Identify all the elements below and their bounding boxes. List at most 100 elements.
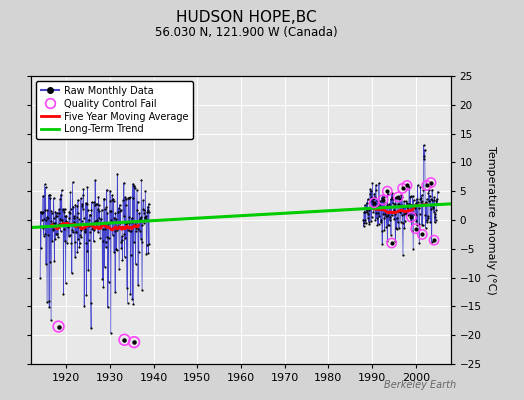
- Point: [130, 339, 138, 345]
- Point: [94, 202, 103, 208]
- Point: [85, 236, 93, 243]
- Point: [99, 226, 107, 232]
- Point: [55, 206, 63, 212]
- Point: [414, 205, 423, 211]
- Point: [138, 287, 146, 293]
- Point: [132, 225, 140, 231]
- Point: [119, 197, 127, 204]
- Point: [422, 219, 431, 226]
- Point: [368, 198, 376, 205]
- Point: [364, 211, 373, 217]
- Point: [123, 219, 132, 226]
- Point: [365, 207, 373, 214]
- Point: [119, 180, 128, 186]
- Point: [90, 238, 98, 245]
- Point: [58, 217, 66, 223]
- Point: [50, 214, 58, 221]
- Point: [80, 303, 89, 309]
- Point: [391, 238, 399, 244]
- Point: [82, 239, 90, 246]
- Point: [117, 239, 125, 245]
- Point: [127, 228, 135, 234]
- Point: [411, 226, 420, 232]
- Point: [406, 194, 414, 200]
- Point: [418, 222, 426, 228]
- Point: [54, 323, 63, 330]
- Point: [366, 190, 374, 197]
- Point: [398, 220, 407, 227]
- Text: HUDSON HOPE,BC: HUDSON HOPE,BC: [176, 10, 316, 25]
- Point: [111, 228, 119, 234]
- Point: [60, 208, 68, 215]
- Point: [419, 187, 428, 193]
- Point: [133, 187, 141, 193]
- Point: [393, 214, 401, 221]
- Point: [61, 280, 70, 287]
- Point: [126, 291, 135, 298]
- Point: [124, 194, 133, 201]
- Point: [433, 196, 441, 202]
- Point: [129, 183, 138, 189]
- Point: [421, 212, 429, 218]
- Point: [47, 208, 55, 214]
- Point: [66, 189, 74, 196]
- Point: [428, 238, 436, 245]
- Point: [101, 226, 110, 232]
- Point: [84, 267, 92, 273]
- Point: [137, 238, 146, 245]
- Point: [107, 197, 116, 203]
- Point: [59, 207, 67, 213]
- Point: [378, 240, 386, 247]
- Point: [396, 196, 404, 202]
- Point: [422, 199, 430, 206]
- Point: [62, 213, 71, 219]
- Point: [92, 224, 101, 230]
- Point: [363, 200, 371, 206]
- Point: [403, 204, 411, 210]
- Point: [83, 184, 92, 190]
- Point: [104, 279, 113, 285]
- Point: [143, 242, 151, 248]
- Point: [57, 217, 66, 223]
- Point: [360, 209, 368, 216]
- Point: [416, 184, 424, 190]
- Point: [130, 182, 139, 189]
- Point: [49, 227, 58, 234]
- Point: [379, 197, 387, 203]
- Point: [83, 248, 91, 254]
- Point: [130, 239, 138, 245]
- Point: [39, 224, 48, 231]
- Point: [140, 210, 148, 216]
- Point: [74, 224, 83, 230]
- Point: [140, 214, 149, 221]
- Point: [68, 270, 76, 276]
- Point: [48, 238, 57, 244]
- Point: [41, 206, 49, 213]
- Point: [141, 188, 149, 194]
- Point: [37, 209, 46, 216]
- Point: [71, 239, 79, 245]
- Point: [373, 197, 381, 204]
- Point: [102, 244, 110, 250]
- Point: [401, 202, 409, 209]
- Point: [89, 220, 97, 227]
- Point: [389, 196, 397, 202]
- Point: [91, 218, 99, 224]
- Point: [100, 196, 108, 202]
- Point: [396, 196, 404, 202]
- Point: [430, 237, 438, 243]
- Point: [132, 261, 140, 267]
- Point: [430, 219, 439, 226]
- Point: [54, 323, 63, 330]
- Point: [103, 234, 111, 240]
- Point: [409, 197, 418, 204]
- Point: [389, 209, 398, 216]
- Point: [37, 209, 46, 216]
- Point: [89, 223, 97, 229]
- Point: [408, 206, 416, 212]
- Point: [398, 202, 406, 208]
- Point: [123, 284, 131, 291]
- Point: [390, 206, 398, 213]
- Point: [368, 203, 377, 210]
- Point: [109, 196, 117, 202]
